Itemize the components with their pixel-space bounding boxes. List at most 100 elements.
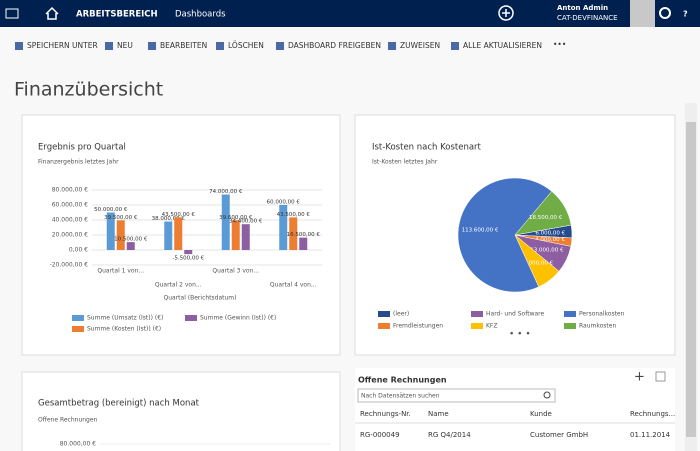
- toolbar-button[interactable]: LÖSCHEN: [228, 41, 264, 50]
- y-tick-label: -20.000,00 €: [50, 262, 89, 269]
- scroll-thumb[interactable]: [686, 122, 696, 437]
- value-label: 74.000,00 €: [209, 189, 243, 195]
- legend-swatch: [72, 326, 84, 332]
- bar: [221, 194, 230, 250]
- legend-swatch: [72, 315, 84, 321]
- app-icon[interactable]: [5, 8, 19, 19]
- y-tick-label: 20.000,00 €: [52, 232, 88, 239]
- search-icon[interactable]: [543, 391, 551, 399]
- toolbar-icon[interactable]: [388, 42, 396, 50]
- y-tick-label: 80.000,00 €: [52, 187, 88, 194]
- legend-swatch: [471, 311, 483, 317]
- legend-swatch: [378, 311, 390, 317]
- toolbar-button[interactable]: BEARBEITEN: [160, 41, 207, 50]
- value-label: 34.400,00 €: [229, 219, 263, 225]
- chart-subtitle: Ist-Kosten letztes Jahr: [372, 159, 438, 166]
- new-icon-plus: [502, 9, 510, 17]
- legend-label: Summe (Gewinn (Ist)) (€): [200, 315, 276, 322]
- help-icon[interactable]: ?: [683, 10, 688, 19]
- value-label: 18.500,00 €: [529, 215, 563, 221]
- toolbar-button[interactable]: DASHBOARD FREIGEBEN: [288, 41, 381, 50]
- home-icon[interactable]: [45, 6, 59, 20]
- toolbar-icon[interactable]: [105, 42, 113, 50]
- search-placeholder[interactable]: Nach Datensätzen suchen: [361, 393, 440, 400]
- toolbar-button[interactable]: NEU: [117, 41, 133, 50]
- bar: [126, 242, 135, 250]
- chart-title: Ergebnis pro Quartal: [38, 143, 126, 153]
- cell: Customer GmbH: [530, 431, 588, 439]
- value-label: 4.000,00 €: [535, 237, 565, 243]
- toolbar-icon[interactable]: [148, 42, 156, 50]
- x-tick-label: Quartal 3 von...: [212, 268, 259, 275]
- legend-label: Personalkosten: [579, 311, 625, 318]
- bar: [279, 205, 288, 250]
- grid-title[interactable]: Offene Rechnungen: [358, 376, 447, 385]
- nav-section[interactable]: Dashboards: [175, 10, 226, 20]
- toolbar-icon[interactable]: [15, 42, 23, 50]
- cell: 01.11.2014: [630, 431, 671, 439]
- chart-title: Ist-Kosten nach Kostenart: [372, 143, 482, 153]
- column-header[interactable]: Rechnungs-Nr.: [360, 410, 411, 418]
- value-label: 6.000,00 €: [535, 230, 565, 236]
- more-indicator[interactable]: • • •: [509, 330, 531, 340]
- pie-slice: [514, 191, 572, 236]
- toolbar-button[interactable]: SPEICHERN UNTER: [27, 41, 98, 50]
- toolbar-button[interactable]: ZUWEISEN: [400, 41, 440, 50]
- panel: [21, 371, 341, 451]
- add-icon[interactable]: +: [634, 370, 645, 385]
- legend-label: Summe (Umsatz (Ist)) (€): [87, 315, 163, 322]
- value-label: 39.500,00 €: [104, 215, 138, 221]
- toolbar-icon[interactable]: [451, 42, 459, 50]
- value-label: 43.500,00 €: [162, 212, 196, 218]
- bar: [106, 212, 115, 250]
- panel: [355, 368, 675, 451]
- nav-bar: [0, 0, 700, 27]
- new-icon[interactable]: [498, 5, 514, 21]
- chart-title: Gesamtbetrag (bereinigt) nach Monat: [38, 399, 200, 409]
- value-label: 10.500,00 €: [114, 237, 148, 243]
- column-header[interactable]: Name: [428, 410, 449, 418]
- value-label: 16.500,00 €: [287, 232, 321, 238]
- legend-swatch: [185, 315, 197, 321]
- search-box[interactable]: [357, 388, 556, 403]
- column-header[interactable]: Rechnungs...: [630, 410, 675, 418]
- y-tick-label: 60.000,00 €: [52, 202, 88, 209]
- value-label: 13.000,00 €: [530, 248, 564, 254]
- user-name[interactable]: Anton Admin: [557, 4, 608, 12]
- view-icon[interactable]: [655, 371, 666, 382]
- toolbar-icon[interactable]: [276, 42, 284, 50]
- grid-table: Rechnungs-Nr. Name Kunde Rechnungs... RG-000…: [360, 410, 675, 439]
- avatar[interactable]: [630, 0, 655, 27]
- value-label: 43.500,00 €: [277, 212, 311, 218]
- column-header[interactable]: Kunde: [530, 410, 552, 418]
- toolbar-more[interactable]: •••: [553, 40, 566, 49]
- value-label: 60.000,00 €: [267, 200, 301, 206]
- bar: [289, 217, 298, 250]
- value-label: 50.000,00 €: [94, 207, 128, 213]
- settings-icon[interactable]: [659, 7, 671, 19]
- pie-slice: [457, 177, 553, 293]
- value-label: 38.000,00 €: [152, 216, 186, 222]
- nav-area[interactable]: ARBEITSBEREICH: [76, 10, 158, 20]
- value-label: 113.600,00 €: [462, 228, 499, 234]
- toolbar-button[interactable]: ALLE AKTUALISIEREN: [463, 41, 542, 50]
- x-tick-label: Quartal 1 von...: [97, 268, 144, 275]
- y-tick-label: 40.000,00 €: [52, 217, 88, 224]
- value-label: 12.000,00 €: [520, 261, 554, 267]
- value-label: 39.600,00 €: [219, 215, 253, 221]
- cell[interactable]: RG-000049: [360, 431, 400, 439]
- bar: [241, 224, 250, 250]
- legend-swatch: [471, 323, 483, 329]
- cell[interactable]: RG Q4/2014: [428, 431, 471, 439]
- toolbar-icon[interactable]: [216, 42, 224, 50]
- bar: [231, 220, 240, 250]
- value-label: -5.500,00 €: [172, 256, 204, 262]
- legend-label: (leer): [393, 311, 409, 318]
- legend-swatch: [378, 323, 390, 329]
- x-axis-label: Quartal (Berichtsdatum): [164, 295, 237, 302]
- bar: [174, 217, 183, 250]
- legend-swatch: [564, 323, 576, 329]
- bar: [164, 221, 173, 250]
- org-name[interactable]: CAT-DEVFINANCE: [557, 14, 618, 22]
